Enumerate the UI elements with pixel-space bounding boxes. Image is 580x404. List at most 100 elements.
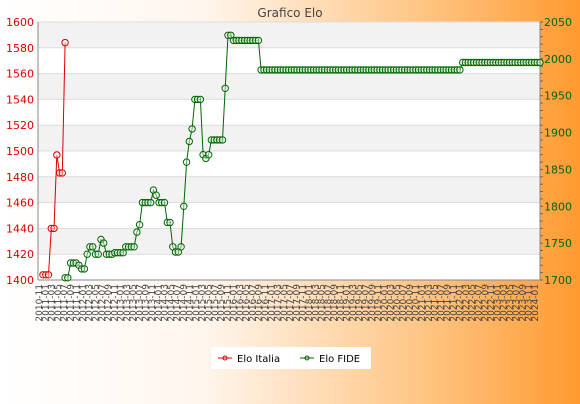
x-tick-label: 2014-05 (167, 284, 177, 322)
data-point-elo-fide (205, 151, 213, 159)
left-tick-label: 1440 (6, 222, 34, 235)
right-tick-label: 1900 (544, 127, 572, 140)
x-tick-label: 2022-05 (468, 284, 478, 322)
x-tick-label: 2019-05 (355, 284, 365, 322)
data-point-elo-fide (89, 243, 97, 251)
x-tick-label: 2015-01 (192, 284, 202, 322)
x-tick-label: 2016-01 (230, 284, 240, 322)
plot-band (38, 176, 540, 203)
x-tick-label: 2017-03 (274, 284, 284, 322)
data-point-elo-italia (58, 169, 66, 177)
left-tick-label: 1460 (6, 197, 34, 210)
data-point-elo-fide (196, 95, 205, 104)
x-tick-label: 2012-01 (79, 284, 89, 322)
left-tick-label: 1400 (6, 274, 34, 287)
x-tick-label: 2021-07 (437, 284, 447, 322)
x-tick-label: 2024-01 (531, 284, 541, 322)
x-tick-label: 2021-03 (424, 284, 434, 322)
data-point-elo-fide (119, 249, 127, 257)
x-tick-label: 2023-07 (512, 284, 522, 322)
right-tick-label: 1700 (544, 274, 572, 287)
x-tick-label: 2010-11 (35, 284, 45, 322)
data-point-elo-fide (100, 239, 108, 247)
data-point-elo-italia (50, 224, 58, 233)
x-axis: 2010-112011-012011-032011-052011-072011-… (35, 279, 541, 322)
x-tick-label: 2017-09 (292, 284, 302, 322)
data-point-elo-fide (177, 243, 185, 251)
data-point-elo-fide (182, 158, 191, 166)
x-tick-label: 2022-01 (456, 284, 466, 322)
x-tick-label: 2020-07 (399, 284, 409, 322)
x-tick-label: 2022-09 (481, 284, 491, 322)
right-tick-label: 2050 (544, 16, 572, 29)
x-tick-label: 2019-03 (349, 284, 359, 322)
x-tick-label: 2013-11 (148, 284, 158, 322)
data-point-elo-fide (188, 125, 196, 133)
data-point-elo-fide (152, 191, 160, 199)
left-tick-label: 1520 (6, 119, 34, 132)
x-tick-label: 2022-03 (462, 284, 472, 322)
data-point-elo-fide (254, 36, 263, 45)
x-tick-label: 2015-07 (211, 284, 221, 322)
data-point-elo-italia (61, 38, 69, 47)
x-tick-label: 2015-03 (198, 284, 208, 322)
x-tick-label: 2021-05 (431, 284, 441, 322)
data-point-elo-fide (221, 84, 229, 93)
data-point-elo-fide (536, 58, 544, 67)
legend-box (211, 347, 371, 369)
plot-band (38, 125, 540, 151)
x-tick-label: 2023-11 (525, 284, 535, 322)
x-tick-label: 2017-07 (286, 284, 296, 322)
x-tick-label: 2012-03 (85, 284, 95, 322)
x-tick-label: 2023-03 (500, 284, 510, 322)
legend-label-elo-fide: Elo FIDE (319, 354, 360, 365)
data-point-elo-fide (180, 202, 188, 211)
data-point-elo-italia (53, 151, 61, 159)
data-point-elo-fide (160, 198, 169, 207)
series-layer (39, 31, 544, 282)
x-tick-label: 2022-07 (474, 284, 484, 322)
x-tick-label: 2014-03 (161, 284, 171, 322)
x-tick-label: 2018-01 (305, 284, 315, 322)
x-tick-label: 2018-09 (330, 284, 340, 322)
x-tick-label: 2018-05 (318, 284, 328, 322)
x-tick-label: 2011-01 (41, 284, 51, 322)
left-tick-label: 1420 (6, 248, 34, 261)
legend-label-elo-italia: Elo Italia (237, 354, 280, 365)
data-point-elo-fide (166, 218, 174, 227)
right-tick-label: 1750 (544, 237, 572, 250)
data-point-elo-fide (133, 228, 141, 236)
x-tick-label: 2013-09 (142, 284, 152, 322)
data-point-elo-italia (44, 271, 53, 279)
left-tick-label: 1480 (6, 171, 34, 184)
x-tick-label: 2022-11 (487, 284, 497, 322)
data-point-elo-fide (135, 221, 144, 229)
x-tick-label: 2016-07 (248, 284, 258, 322)
x-tick-label: 2023-01 (493, 284, 503, 322)
data-point-elo-fide (456, 66, 464, 74)
x-tick-label: 2011-09 (66, 284, 76, 322)
legend: Elo Italia Elo FIDE (211, 347, 371, 369)
plot-band (38, 22, 540, 48)
left-tick-label: 1600 (6, 16, 34, 29)
x-tick-label: 2023-09 (518, 284, 528, 322)
x-tick-label: 2018-11 (336, 284, 346, 322)
x-tick-label: 2017-05 (280, 284, 290, 322)
x-tick-label: 2013-07 (135, 284, 145, 322)
chart-title: Grafico Elo (257, 6, 322, 20)
right-tick-label: 1850 (544, 163, 572, 176)
x-tick-label: 2019-09 (368, 284, 378, 322)
x-tick-label: 2017-11 (299, 284, 309, 322)
x-tick-label: 2017-01 (267, 284, 277, 322)
x-tick-label: 2023-05 (506, 284, 516, 322)
left-tick-label: 1500 (6, 145, 34, 158)
x-tick-label: 2012-09 (104, 284, 114, 322)
x-tick-label: 2012-11 (110, 284, 120, 322)
x-tick-label: 2011-11 (73, 284, 83, 322)
right-tick-label: 1950 (544, 90, 572, 103)
x-tick-label: 2012-07 (98, 284, 108, 322)
x-tick-label: 2015-05 (205, 284, 215, 322)
left-tick-label: 1540 (6, 93, 34, 106)
x-tick-label: 2018-07 (324, 284, 334, 322)
